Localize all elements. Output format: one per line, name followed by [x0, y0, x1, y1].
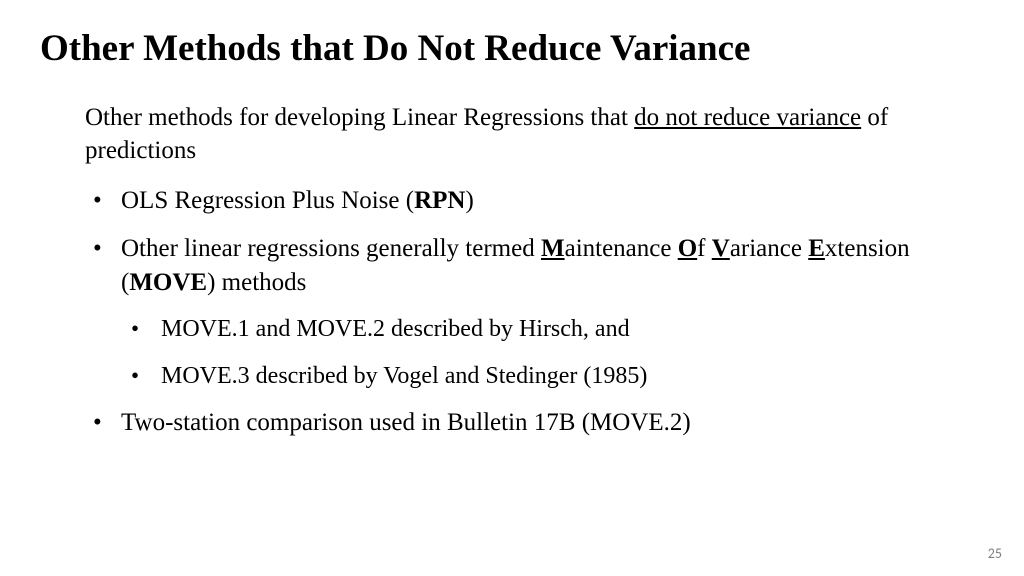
sub-bullet-1: MOVE.1 and MOVE.2 described by Hirsch, a… — [121, 313, 924, 345]
b1-bold: RPN — [414, 187, 465, 214]
b2-t4: ariance — [730, 235, 808, 262]
b2-move: MOVE — [129, 269, 207, 296]
intro-paragraph: Other methods for developing Linear Regr… — [85, 101, 924, 169]
bullet-item-1: OLS Regression Plus Noise (RPN) — [85, 184, 924, 218]
b2-m: M — [541, 235, 565, 262]
b2-e: E — [808, 235, 825, 262]
b2-t3: f — [697, 235, 712, 262]
bullet-list: OLS Regression Plus Noise (RPN) Other li… — [85, 184, 924, 440]
sub-bullet-2: MOVE.3 described by Vogel and Stedinger … — [121, 360, 924, 392]
b2-v: V — [712, 235, 730, 262]
intro-pre: Other methods for developing Linear Regr… — [85, 104, 634, 131]
slide: Other Methods that Do Not Reduce Varianc… — [0, 0, 1024, 576]
b1-post: ) — [465, 187, 473, 214]
bullet-item-2: Other linear regressions generally terme… — [85, 232, 924, 392]
bullet-item-3: Two-station comparison used in Bulletin … — [85, 406, 924, 440]
b2-t1: Other linear regressions generally terme… — [121, 235, 541, 262]
slide-title: Other Methods that Do Not Reduce Varianc… — [40, 28, 984, 71]
slide-content: Other methods for developing Linear Regr… — [40, 101, 984, 440]
b2-t2: aintenance — [565, 235, 678, 262]
intro-underlined: do not reduce variance — [634, 104, 861, 131]
sub-bullet-list: MOVE.1 and MOVE.2 described by Hirsch, a… — [121, 313, 924, 392]
b1-pre: OLS Regression Plus Noise ( — [121, 187, 414, 214]
b2-t6: ) methods — [207, 269, 306, 296]
b2-o: O — [678, 235, 697, 262]
page-number: 25 — [988, 545, 1002, 562]
